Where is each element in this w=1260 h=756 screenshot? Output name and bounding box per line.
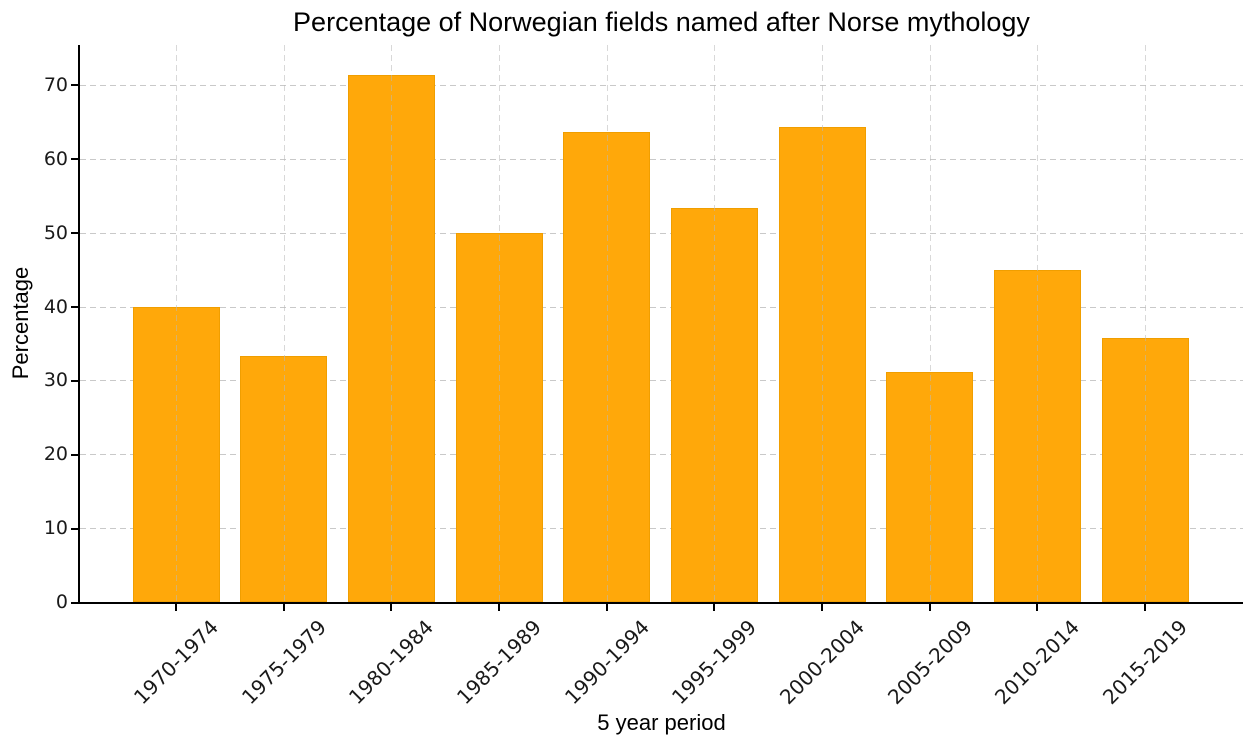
h-gridline <box>80 84 1243 86</box>
y-tick-label: 40 <box>43 295 68 318</box>
x-tick-label: 1990-1994 <box>559 614 654 710</box>
v-gridline <box>391 45 393 602</box>
h-gridline <box>80 380 1243 382</box>
y-axis-spine <box>78 45 80 604</box>
x-tick-label: 1985-1989 <box>451 614 547 710</box>
y-tick-mark <box>71 306 78 308</box>
x-tick-label: 2015-2019 <box>1097 614 1193 710</box>
y-tick-mark <box>71 84 78 87</box>
chart-title: Percentage of Norwegian fields named aft… <box>293 7 1030 37</box>
x-tick-mark <box>1144 604 1146 611</box>
x-tick-mark <box>1036 604 1039 611</box>
x-tick-label: 1980-1984 <box>344 614 439 710</box>
h-gridline <box>80 454 1243 456</box>
x-tick-mark <box>605 604 608 611</box>
x-tick-label: 1975-1979 <box>236 614 331 710</box>
v-gridline <box>1037 45 1039 602</box>
h-gridline <box>80 528 1243 530</box>
x-axis-label: 5 year period <box>597 710 726 735</box>
x-tick-label: 2010-2014 <box>990 614 1085 710</box>
h-gridline <box>80 158 1243 160</box>
v-gridline <box>176 45 177 602</box>
h-gridline <box>80 306 1243 308</box>
y-tick-label: 20 <box>43 443 68 466</box>
y-tick-label: 70 <box>43 73 68 96</box>
h-gridline <box>80 232 1243 234</box>
v-gridline <box>822 45 823 602</box>
x-tick-mark <box>175 604 177 611</box>
y-tick-label: 60 <box>43 147 68 170</box>
x-tick-label: 2005-2009 <box>882 614 977 710</box>
x-tick-mark <box>390 604 393 611</box>
y-tick-label: 0 <box>55 591 68 613</box>
v-gridline <box>606 45 608 602</box>
x-tick-label: 1995-1999 <box>667 614 762 710</box>
v-gridline <box>283 45 285 602</box>
x-tick-mark <box>821 604 823 611</box>
x-tick-mark <box>498 604 500 611</box>
y-tick-mark <box>71 601 78 604</box>
x-tick-mark <box>282 604 285 611</box>
y-tick-mark <box>71 453 78 456</box>
x-tick-mark <box>928 604 931 611</box>
y-tick-label: 30 <box>43 369 68 392</box>
x-axis-spine <box>78 602 1243 604</box>
y-tick-label: 50 <box>43 221 68 244</box>
v-gridline <box>1145 45 1146 602</box>
v-gridline <box>714 45 716 602</box>
v-gridline <box>929 45 931 602</box>
y-tick-mark <box>71 232 78 235</box>
y-axis-label: Percentage <box>8 266 33 380</box>
y-tick-label: 10 <box>43 517 68 540</box>
x-tick-mark <box>713 604 716 611</box>
x-tick-label: 2000-2004 <box>774 614 870 710</box>
x-tick-label: 1970-1974 <box>128 614 224 710</box>
y-tick-mark <box>71 527 78 530</box>
v-gridline <box>499 45 500 602</box>
y-tick-mark <box>71 379 78 382</box>
y-tick-mark <box>71 158 78 161</box>
